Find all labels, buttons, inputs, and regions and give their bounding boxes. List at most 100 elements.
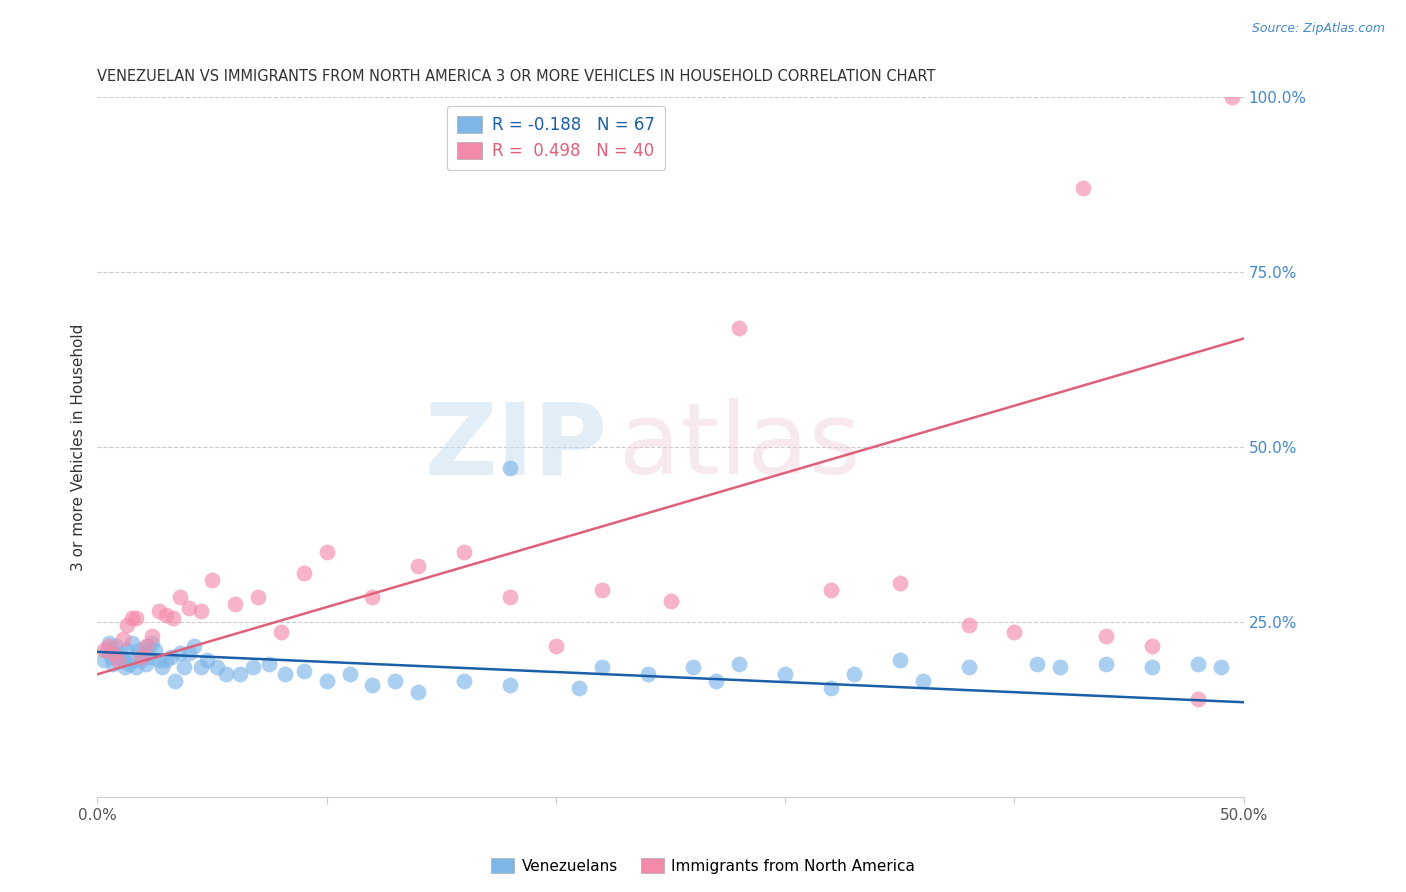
Point [169,591,191,605]
Point [1220,90,1243,104]
Point [122,653,145,667]
Point [103,646,125,660]
Point [128,642,150,657]
Point [114,660,136,674]
Text: atlas: atlas [619,399,860,495]
Point [111,653,134,667]
Point [93,642,115,657]
Point [129,653,152,667]
Point [453,545,475,559]
Point [889,653,911,667]
Point [1049,660,1071,674]
Text: ZIP: ZIP [425,399,607,495]
Point [205,660,228,674]
Text: Source: ZipAtlas.com: Source: ZipAtlas.com [1251,22,1385,36]
Point [728,321,751,335]
Point [889,576,911,591]
Point [129,649,152,664]
Point [242,660,264,674]
Point [957,660,980,674]
Point [408,685,430,699]
Point [125,611,148,625]
Point [103,657,125,671]
Point [361,591,384,605]
Point [820,583,842,598]
Point [177,600,200,615]
Point [1140,640,1163,654]
Point [141,629,163,643]
Point [224,597,246,611]
Point [134,640,156,654]
Point [148,604,170,618]
Point [139,649,162,664]
Y-axis label: 3 or more Vehicles in Household: 3 or more Vehicles in Household [72,323,86,571]
Point [155,653,177,667]
Point [97,640,120,654]
Point [104,640,127,654]
Point [173,660,195,674]
Legend: R = -0.188   N = 67, R =  0.498   N = 40: R = -0.188 N = 67, R = 0.498 N = 40 [447,105,665,170]
Point [911,674,934,689]
Point [246,591,269,605]
Point [1095,657,1118,671]
Point [155,607,177,622]
Point [773,667,796,681]
Point [499,591,522,605]
Point [384,674,406,689]
Point [339,667,361,681]
Point [637,667,659,681]
Point [499,678,522,692]
Point [591,583,613,598]
Point [706,674,728,689]
Point [190,604,212,618]
Point [820,681,842,696]
Point [292,664,315,678]
Point [728,657,751,671]
Point [190,660,212,674]
Legend: Venezuelans, Immigrants from North America: Venezuelans, Immigrants from North Ameri… [485,852,921,880]
Point [97,636,120,650]
Point [121,611,143,625]
Point [150,660,173,674]
Point [682,660,704,674]
Point [1095,629,1118,643]
Point [107,653,129,667]
Point [274,667,297,681]
Point [115,618,138,632]
Point [568,681,591,696]
Point [215,667,238,681]
Point [315,545,337,559]
Point [115,642,138,657]
Point [1026,657,1049,671]
Point [1187,691,1209,706]
Point [148,653,170,667]
Point [125,660,148,674]
Point [315,674,337,689]
Point [201,573,224,587]
Point [162,611,184,625]
Point [107,649,129,664]
Point [177,646,200,660]
Point [100,649,122,664]
Point [110,646,132,660]
Point [121,636,143,650]
Point [136,640,159,654]
Point [361,678,384,692]
Point [183,640,205,654]
Point [453,674,475,689]
Point [159,649,181,664]
Point [1187,657,1209,671]
Point [1209,660,1232,674]
Point [93,653,115,667]
Point [408,558,430,573]
Text: VENEZUELAN VS IMMIGRANTS FROM NORTH AMERICA 3 OR MORE VEHICLES IN HOUSEHOLD CORR: VENEZUELAN VS IMMIGRANTS FROM NORTH AMER… [97,69,936,84]
Point [169,646,191,660]
Point [111,632,134,647]
Point [96,642,118,657]
Point [228,667,250,681]
Point [143,642,166,657]
Point [141,636,163,650]
Point [118,657,141,671]
Point [292,566,315,580]
Point [499,461,522,475]
